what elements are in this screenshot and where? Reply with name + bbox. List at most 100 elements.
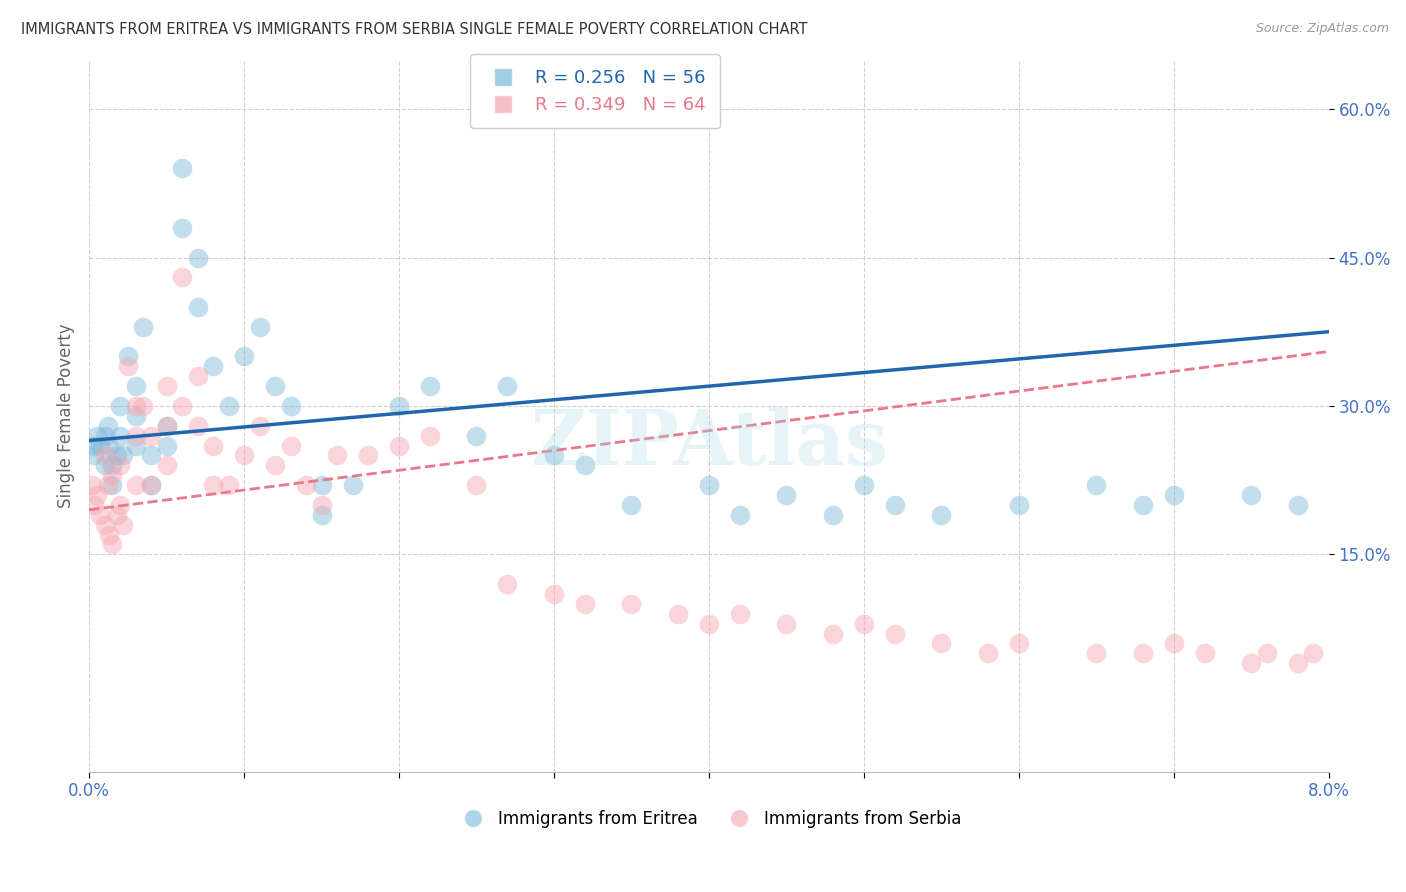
Point <box>311 508 333 522</box>
Point <box>82 478 104 492</box>
Point <box>218 478 240 492</box>
Point <box>1132 646 1154 660</box>
Point <box>101 537 124 551</box>
Point <box>883 498 905 512</box>
Point <box>83 449 105 463</box>
Point <box>139 449 162 463</box>
Point <box>465 478 488 492</box>
Point <box>108 458 131 473</box>
Point <box>883 626 905 640</box>
Point <box>620 597 643 611</box>
Point <box>170 270 193 285</box>
Point <box>574 458 596 473</box>
Point <box>1163 636 1185 650</box>
Point <box>93 449 115 463</box>
Point <box>89 508 111 522</box>
Point <box>124 409 146 423</box>
Point <box>1194 646 1216 660</box>
Point <box>666 607 689 621</box>
Point <box>93 517 115 532</box>
Point <box>155 458 177 473</box>
Point <box>233 449 256 463</box>
Point <box>1240 657 1263 671</box>
Point <box>1286 657 1309 671</box>
Point <box>1302 646 1324 660</box>
Point <box>155 418 177 433</box>
Point <box>496 379 519 393</box>
Point <box>132 399 155 413</box>
Point <box>170 399 193 413</box>
Point <box>1286 498 1309 512</box>
Point <box>124 399 146 413</box>
Point <box>139 478 162 492</box>
Text: Source: ZipAtlas.com: Source: ZipAtlas.com <box>1256 22 1389 36</box>
Point <box>112 517 135 532</box>
Point <box>388 399 411 413</box>
Point <box>86 428 108 442</box>
Point <box>465 428 488 442</box>
Point <box>1256 646 1278 660</box>
Point <box>101 478 124 492</box>
Point <box>574 597 596 611</box>
Point <box>1085 646 1108 660</box>
Point <box>233 350 256 364</box>
Point <box>775 488 797 502</box>
Point <box>86 488 108 502</box>
Point <box>202 438 225 452</box>
Point <box>620 498 643 512</box>
Point <box>108 399 131 413</box>
Point <box>155 379 177 393</box>
Point <box>124 379 146 393</box>
Point <box>419 428 441 442</box>
Point <box>170 220 193 235</box>
Point <box>108 498 131 512</box>
Point <box>496 577 519 591</box>
Legend: Immigrants from Eritrea, Immigrants from Serbia: Immigrants from Eritrea, Immigrants from… <box>450 804 969 835</box>
Point <box>187 418 209 433</box>
Point <box>852 616 875 631</box>
Point <box>931 636 953 650</box>
Point <box>124 438 146 452</box>
Point <box>728 607 751 621</box>
Point <box>139 428 162 442</box>
Point <box>295 478 318 492</box>
Point <box>249 319 271 334</box>
Point <box>280 399 302 413</box>
Point <box>357 449 380 463</box>
Point <box>326 449 349 463</box>
Point <box>101 468 124 483</box>
Point <box>117 350 139 364</box>
Point <box>697 478 720 492</box>
Point <box>83 498 105 512</box>
Point <box>388 438 411 452</box>
Point <box>132 319 155 334</box>
Point <box>155 418 177 433</box>
Point <box>108 428 131 442</box>
Text: IMMIGRANTS FROM ERITREA VS IMMIGRANTS FROM SERBIA SINGLE FEMALE POVERTY CORRELAT: IMMIGRANTS FROM ERITREA VS IMMIGRANTS FR… <box>21 22 807 37</box>
Point <box>97 418 120 433</box>
Point <box>264 458 287 473</box>
Point <box>821 626 844 640</box>
Point <box>187 300 209 314</box>
Point <box>105 508 128 522</box>
Point <box>1008 636 1031 650</box>
Point <box>342 478 364 492</box>
Point <box>124 428 146 442</box>
Point <box>1132 498 1154 512</box>
Point <box>543 449 565 463</box>
Point <box>280 438 302 452</box>
Point <box>1240 488 1263 502</box>
Point <box>543 587 565 601</box>
Point <box>82 438 104 452</box>
Point <box>697 616 720 631</box>
Point <box>775 616 797 631</box>
Point <box>93 458 115 473</box>
Point <box>170 161 193 176</box>
Point <box>311 478 333 492</box>
Point <box>187 251 209 265</box>
Point <box>821 508 844 522</box>
Point <box>264 379 287 393</box>
Point <box>202 359 225 374</box>
Point <box>93 428 115 442</box>
Point <box>1163 488 1185 502</box>
